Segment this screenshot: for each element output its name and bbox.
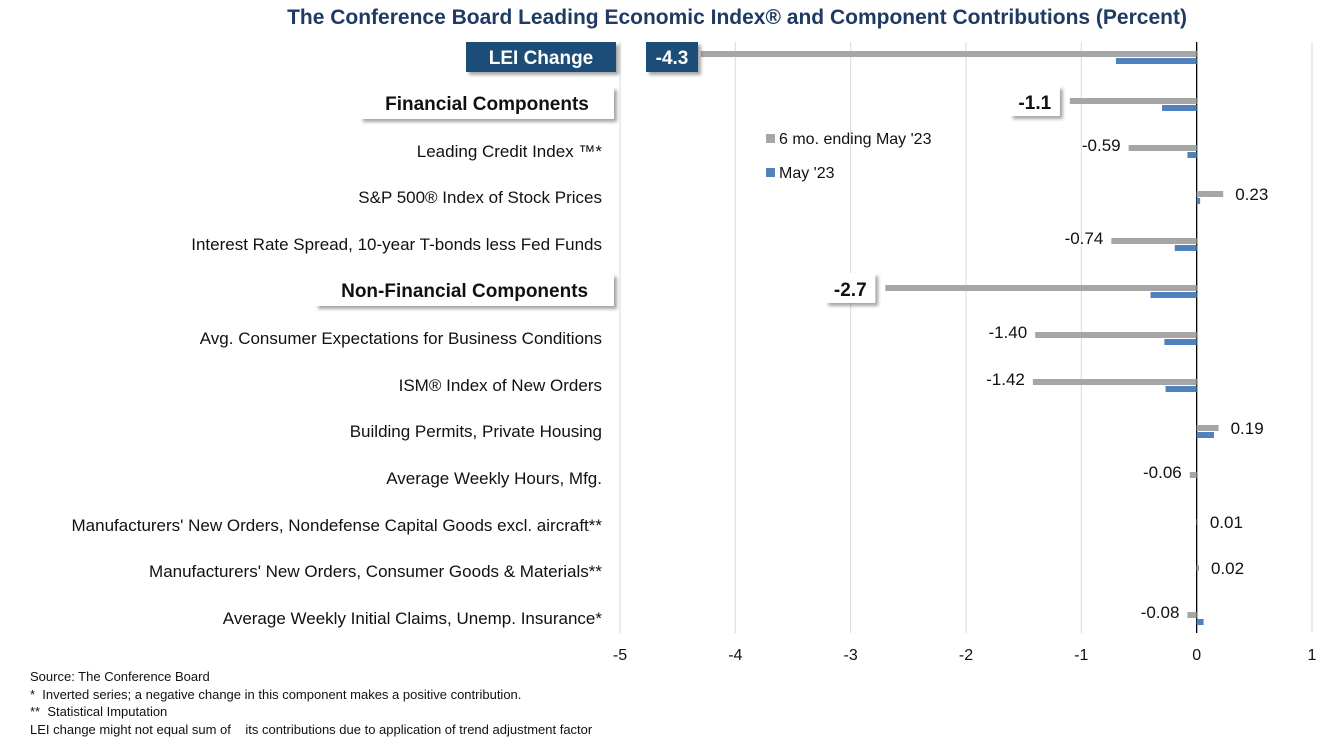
bar-month bbox=[1196, 198, 1201, 204]
section-value-label: -2.7 bbox=[834, 280, 867, 301]
bar-6mo bbox=[1189, 472, 1197, 478]
x-tick-label: 1 bbox=[1308, 647, 1317, 664]
bar-month bbox=[1196, 619, 1204, 625]
footnote-source: Source: The Conference Board bbox=[30, 669, 210, 684]
data-label: 0.23 bbox=[1235, 185, 1268, 204]
bar-6mo bbox=[1111, 238, 1197, 244]
lei-change-label: LEI Change bbox=[489, 48, 594, 69]
section-header-label: Financial Components bbox=[385, 94, 589, 115]
lei-change-box bbox=[466, 42, 616, 72]
chart-title: The Conference Board Leading Economic In… bbox=[287, 6, 1187, 29]
bar-month bbox=[1165, 386, 1197, 392]
data-label: -0.08 bbox=[1141, 603, 1180, 622]
data-label: -1.40 bbox=[988, 323, 1027, 342]
x-tick-label: 0 bbox=[1192, 647, 1201, 664]
bar-month bbox=[1187, 152, 1197, 158]
data-label: -0.06 bbox=[1143, 463, 1182, 482]
bar-6mo bbox=[1032, 379, 1197, 385]
bar-6mo bbox=[1187, 612, 1197, 618]
data-label: -0.59 bbox=[1082, 136, 1121, 155]
bar-6mo bbox=[1196, 425, 1219, 431]
data-label: 0.02 bbox=[1211, 559, 1244, 578]
labels: -5 -4 -3 -2 -1 0 1 LEI Change -4.3 Financial Comp… bbox=[72, 42, 1317, 664]
lei-value-box bbox=[646, 42, 698, 72]
bars bbox=[700, 51, 1224, 625]
bar-6mo bbox=[700, 51, 1197, 57]
legend-swatch bbox=[766, 134, 775, 143]
bar-6mo bbox=[1196, 519, 1198, 525]
x-tick-label: -5 bbox=[613, 647, 627, 664]
legend-label: 6 mo. ending May '23 bbox=[779, 131, 932, 148]
bar-month bbox=[1162, 105, 1197, 111]
bar-6mo bbox=[1196, 565, 1199, 571]
x-tick-label: -3 bbox=[844, 647, 858, 664]
x-tick-label: -1 bbox=[1074, 647, 1088, 664]
bar-month bbox=[1115, 58, 1197, 64]
category-label: Average Weekly Initial Claims, Unemp. In… bbox=[223, 609, 603, 628]
footnote-inverted: * Inverted series; a negative change in … bbox=[30, 686, 522, 702]
section-header-box bbox=[315, 274, 614, 306]
category-label: Manufacturers' New Orders, Consumer Good… bbox=[149, 562, 602, 581]
legend-label: May '23 bbox=[779, 165, 835, 182]
legend: 6 mo. ending May '23 May '23 bbox=[766, 131, 932, 182]
category-label: Average Weekly Hours, Mfg. bbox=[386, 469, 602, 488]
bar-6mo bbox=[1196, 191, 1224, 197]
footnote-trend: LEI change might not equal sum of its co… bbox=[30, 721, 593, 737]
section-value-box bbox=[825, 273, 876, 303]
data-label: -0.74 bbox=[1065, 229, 1104, 248]
data-label: 0.19 bbox=[1231, 419, 1264, 438]
footnotes: Source: The Conference Board * Inverted … bbox=[30, 668, 592, 738]
bar-6mo bbox=[1035, 332, 1197, 338]
data-label: -1.42 bbox=[986, 370, 1025, 389]
category-label: ISM® Index of New Orders bbox=[399, 376, 602, 395]
section-value-label: -1.1 bbox=[1018, 93, 1051, 114]
x-tick-label: -4 bbox=[728, 647, 742, 664]
footnote-imputation: ** Statistical Imputation bbox=[30, 704, 168, 719]
legend-swatch bbox=[766, 168, 775, 177]
section-header-label: Non-Financial Components bbox=[341, 281, 588, 302]
x-tick-label: -2 bbox=[959, 647, 973, 664]
bar-6mo bbox=[1128, 145, 1197, 151]
data-label: 0.01 bbox=[1210, 513, 1243, 532]
bar-month bbox=[1196, 432, 1214, 438]
bar-month bbox=[1150, 292, 1197, 298]
bar-month bbox=[1174, 245, 1197, 251]
category-label: Leading Credit Index ™* bbox=[417, 142, 603, 161]
bar-month bbox=[1164, 339, 1197, 345]
gridlines bbox=[619, 42, 1313, 633]
section-value-box bbox=[1009, 86, 1060, 116]
bar-6mo bbox=[1069, 98, 1197, 104]
category-label: Manufacturers' New Orders, Nondefense Ca… bbox=[72, 516, 603, 535]
category-label: Avg. Consumer Expectations for Business … bbox=[200, 329, 602, 348]
category-label: S&P 500® Index of Stock Prices bbox=[358, 188, 602, 207]
category-label: Interest Rate Spread, 10-year T-bonds le… bbox=[191, 235, 602, 254]
bar-6mo bbox=[885, 285, 1197, 291]
section-header-box bbox=[360, 87, 614, 119]
lei-value-label: -4.3 bbox=[656, 48, 689, 69]
category-label: Building Permits, Private Housing bbox=[350, 422, 602, 441]
